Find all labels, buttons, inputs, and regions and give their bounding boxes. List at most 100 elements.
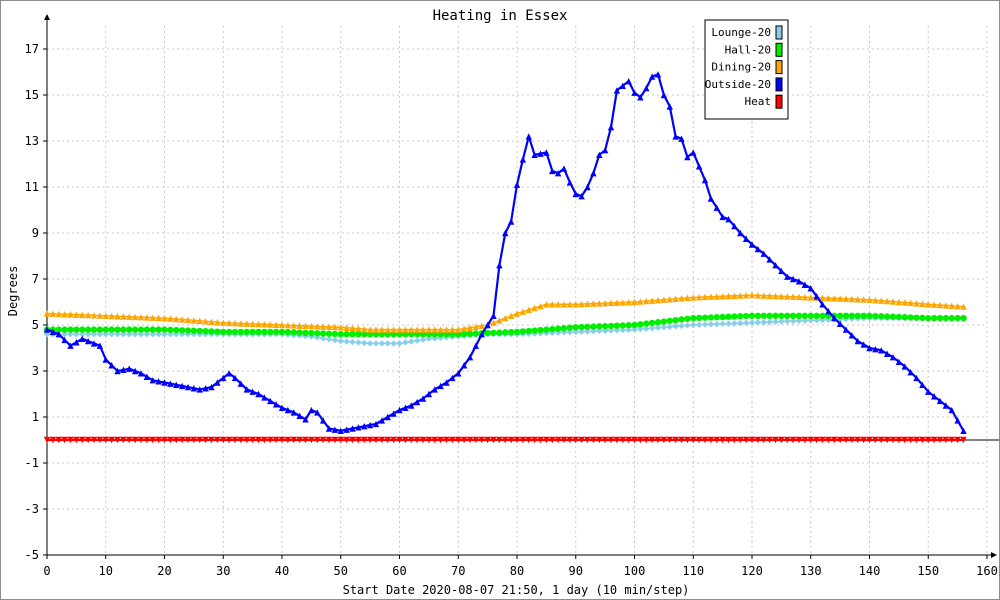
data-point-outside-20 [572, 190, 579, 198]
data-point-dining-20 [460, 325, 468, 332]
data-point-dining-20 [754, 292, 762, 299]
data-point-dining-20 [325, 323, 333, 331]
data-point-heat [84, 436, 92, 444]
data-point-outside-20 [684, 153, 691, 161]
data-point-dining-20 [878, 297, 885, 304]
data-point-outside-20 [208, 383, 215, 391]
data-point-heat [701, 436, 709, 444]
data-point-outside-20 [396, 406, 403, 414]
data-point-dining-20 [707, 293, 715, 300]
data-point-heat [190, 436, 198, 444]
data-point-heat [613, 436, 621, 444]
legend-label: Heat [745, 95, 772, 108]
data-point-dining-20 [543, 301, 550, 308]
data-point-hall-20 [549, 325, 556, 333]
data-point-outside-20 [690, 149, 697, 156]
data-point-dining-20 [361, 325, 368, 333]
data-point-heat [731, 436, 738, 444]
data-point-heat [431, 436, 438, 444]
data-point-outside-20 [455, 370, 462, 377]
data-point-heat [901, 436, 908, 444]
x-tick-label: 30 [216, 564, 230, 578]
grid [47, 26, 988, 556]
data-point-lounge-20 [619, 326, 626, 334]
data-point-hall-20 [948, 314, 955, 322]
data-point-hall-20 [173, 326, 180, 334]
data-point-dining-20 [513, 310, 521, 317]
data-point-dining-20 [331, 323, 339, 331]
data-point-lounge-20 [425, 335, 433, 342]
data-point-outside-20 [936, 397, 944, 405]
data-point-lounge-20 [690, 321, 697, 329]
data-point-lounge-20 [102, 331, 109, 338]
data-point-dining-20 [90, 312, 98, 319]
data-point-heat [466, 436, 474, 444]
data-point-hall-20 [737, 313, 744, 320]
data-point-outside-20 [202, 385, 209, 392]
data-point-dining-20 [848, 295, 856, 303]
data-point-outside-20 [419, 395, 427, 402]
y-tick-label: 1 [32, 410, 39, 424]
x-tick-label: 100 [624, 564, 646, 578]
data-point-dining-20 [208, 318, 215, 325]
data-point-heat [249, 436, 256, 444]
data-point-lounge-20 [637, 325, 644, 333]
data-point-dining-20 [296, 322, 303, 329]
data-point-heat [925, 436, 932, 444]
data-point-heat [930, 436, 938, 444]
x-tick-label: 50 [334, 564, 348, 578]
data-point-hall-20 [331, 330, 339, 338]
data-point-heat [196, 436, 203, 444]
data-point-dining-20 [613, 299, 621, 306]
data-point-dining-20 [496, 317, 503, 324]
data-point-outside-20 [637, 94, 644, 101]
data-point-heat [484, 436, 491, 444]
data-point-outside-20 [425, 390, 433, 398]
data-point-dining-20 [690, 294, 697, 301]
data-point-outside-20 [478, 331, 485, 338]
data-point-hall-20 [778, 312, 785, 319]
data-point-dining-20 [666, 296, 673, 303]
data-point-lounge-20 [331, 336, 339, 344]
data-point-heat [942, 436, 950, 444]
data-point-outside-20 [566, 179, 574, 186]
data-point-hall-20 [208, 328, 215, 335]
data-point-heat [343, 436, 350, 444]
data-point-outside-20 [102, 356, 109, 363]
data-point-outside-20 [143, 373, 151, 380]
data-point-hall-20 [813, 312, 820, 319]
data-point-hall-20 [648, 319, 656, 327]
data-point-outside-20 [184, 383, 192, 391]
data-point-dining-20 [413, 326, 421, 333]
data-point-hall-20 [942, 314, 950, 322]
data-point-outside-20 [742, 235, 750, 242]
data-point-outside-20 [695, 163, 703, 170]
data-point-heat [960, 436, 967, 444]
data-point-dining-20 [836, 295, 844, 302]
data-point-outside-20 [61, 336, 68, 344]
data-point-heat [813, 436, 820, 444]
data-point-outside-20 [431, 386, 438, 393]
data-point-dining-20 [760, 292, 767, 299]
data-point-outside-20 [290, 409, 297, 416]
data-point-dining-20 [349, 325, 356, 332]
data-point-lounge-20 [742, 319, 750, 327]
data-point-outside-20 [319, 417, 327, 424]
data-point-outside-20 [90, 340, 98, 347]
data-point-dining-20 [278, 321, 286, 329]
data-point-hall-20 [701, 314, 709, 321]
data-point-hall-20 [866, 312, 873, 319]
data-point-lounge-20 [419, 336, 427, 343]
data-point-lounge-20 [795, 317, 803, 325]
series-line-outside-20 [46, 73, 965, 432]
data-point-lounge-20 [660, 324, 668, 331]
data-point-outside-20 [960, 427, 967, 434]
data-point-dining-20 [672, 295, 679, 302]
data-point-lounge-20 [672, 323, 679, 330]
data-point-heat [96, 436, 104, 444]
data-point-heat [449, 436, 456, 444]
data-point-dining-20 [131, 313, 139, 321]
data-point-lounge-20 [173, 331, 180, 338]
data-point-heat [913, 436, 920, 444]
data-point-lounge-20 [114, 331, 121, 338]
